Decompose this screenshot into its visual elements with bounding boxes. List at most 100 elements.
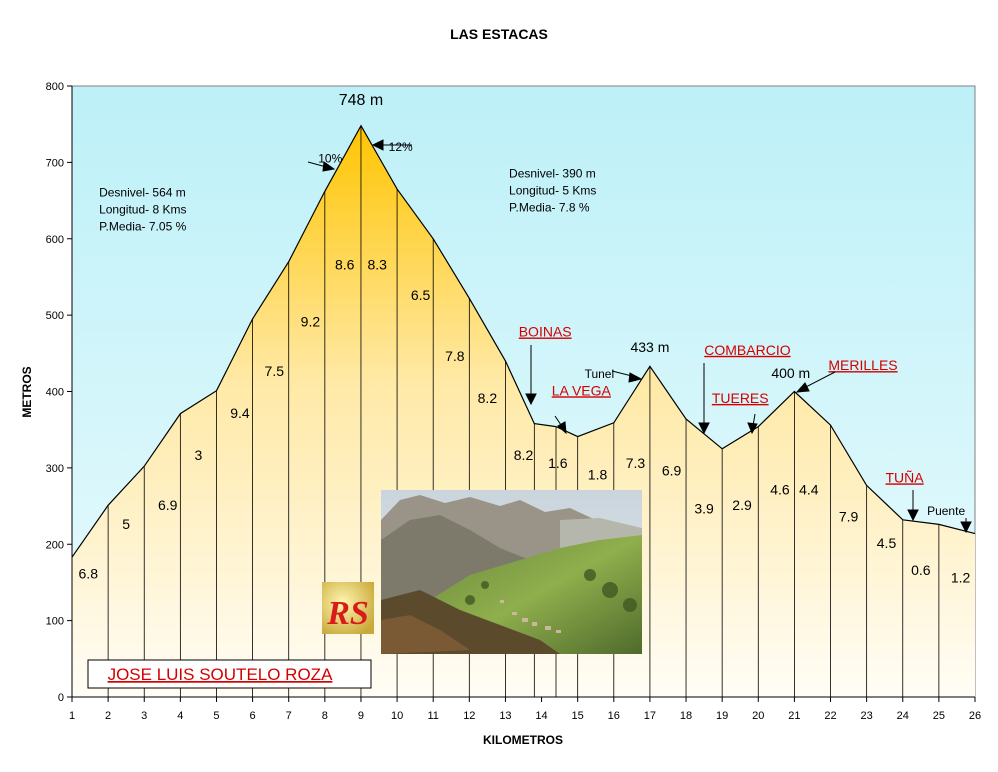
segment-gradient-label: 9.2 — [301, 314, 321, 330]
segment-gradient-label: 4.6 — [770, 482, 790, 498]
peak-label: 433 m — [630, 339, 669, 355]
place-label: MERILLES — [828, 357, 897, 373]
arrow-tuna — [907, 490, 919, 522]
segment-gradient-label: 9.4 — [230, 405, 250, 421]
logo-letters: RS — [326, 595, 369, 632]
chart-title: LAS ESTACAS — [450, 26, 548, 42]
arrow-combarcio — [698, 363, 710, 435]
x-tick-label: 4 — [177, 710, 183, 722]
grade-mark: 10% — [318, 151, 342, 165]
place-label: Tunel — [585, 367, 615, 381]
x-tick-label: 15 — [572, 710, 584, 722]
stats-line: Longitud- 5 Kms — [509, 184, 596, 198]
place-label: BOINAS — [519, 324, 572, 340]
segment-gradient-label: 1.2 — [951, 569, 971, 585]
x-axis: 1 2 3 4 5 6 7 8 9 10 11 12 13 14 15 16 17 18 19 20 21 22 23 24 2… — [69, 696, 981, 722]
segment-gradient-label: 8.2 — [514, 447, 534, 463]
x-tick-label: 25 — [933, 710, 945, 722]
segment-gradient-label: 4.4 — [799, 482, 819, 498]
y-tick-label: 200 — [46, 539, 64, 551]
x-tick-label: 26 — [969, 710, 981, 722]
segment-gradient-label: 5 — [122, 516, 130, 532]
elevation-area — [72, 125, 975, 697]
segment-gradient-label: 2.9 — [732, 497, 752, 513]
peak-label: 748 m — [339, 92, 383, 109]
x-tick-label: 16 — [608, 710, 620, 722]
author-name: JOSE LUIS SOUTELO ROZA — [108, 665, 333, 684]
arrow-tueres — [747, 413, 758, 435]
segment-gradient-label: 8.6 — [335, 256, 355, 272]
segment-gradient-label: 7.5 — [265, 363, 285, 379]
x-tick-label: 18 — [680, 710, 692, 722]
x-axis-label: KILOMETROS — [483, 733, 563, 747]
x-tick-label: 9 — [358, 710, 364, 722]
x-tick-label: 1 — [69, 710, 75, 722]
place-label: TUÑA — [886, 469, 925, 485]
stats-block: Desnivel- 564 m Longitud- 8 Kms P.Media- 7… — [99, 186, 186, 234]
x-tick-label: 7 — [286, 710, 292, 722]
y-axis: 0 100 200 300 400 500 600 700 800 — [46, 81, 73, 704]
grade-mark: 12% — [389, 140, 413, 154]
x-tick-label: 6 — [250, 710, 256, 722]
y-tick-label: 500 — [46, 310, 64, 322]
y-tick-label: 700 — [46, 157, 64, 169]
stats-line: P.Media- 7.05 % — [99, 220, 186, 234]
x-tick-label: 20 — [752, 710, 764, 722]
segment-gradient-label: 7.3 — [626, 455, 646, 471]
arrow-12pct — [371, 139, 412, 151]
x-tick-label: 12 — [463, 710, 475, 722]
peak-label: 400 m — [771, 365, 810, 381]
place-label: Puente — [927, 504, 965, 518]
x-tick-label: 22 — [824, 710, 836, 722]
x-tick-label: 17 — [644, 710, 656, 722]
elevation-line — [71, 124, 976, 558]
x-tick-label: 5 — [213, 710, 219, 722]
stats-block: Desnivel- 390 m Longitud- 5 Kms P.Media- 7… — [509, 167, 596, 215]
peak-labels: 748 m 433 m 400 m — [339, 92, 811, 381]
y-tick-label: 400 — [46, 387, 64, 399]
place-label: TUERES — [712, 390, 769, 406]
segment-gradient-label: 3.9 — [694, 501, 714, 517]
stats-line: Longitud- 8 Kms — [99, 203, 186, 217]
landscape-photo — [381, 490, 642, 654]
segment-gradient-label: 7.8 — [445, 348, 465, 364]
place-label: LA VEGA — [552, 382, 612, 398]
arrow-puente — [960, 518, 972, 534]
segment-gradient-label: 8.2 — [478, 390, 498, 406]
segment-gradient-label: 1.8 — [588, 466, 608, 482]
y-tick-label: 600 — [46, 234, 64, 246]
segment-gradient-label: 6.9 — [158, 497, 178, 513]
segment-gradient-labels: 6.8 5 6.9 3 9.4 7.5 9.2 8.6 8.3 6.5 7.8 8.2 8.2 1.6 1.… — [79, 256, 971, 585]
arrow-tunel — [611, 370, 643, 383]
x-tick-label: 2 — [105, 710, 111, 722]
segment-gradient-label: 6.5 — [411, 287, 431, 303]
x-tick-label: 24 — [897, 710, 909, 722]
place-label: COMBARCIO — [704, 342, 790, 358]
segment-gradient-label: 3 — [195, 447, 203, 463]
segment-gradient-label: 8.3 — [367, 256, 387, 272]
segment-gradient-label: 6.9 — [662, 463, 682, 479]
stats-line: P.Media- 7.8 % — [509, 201, 590, 215]
x-tick-label: 19 — [716, 710, 728, 722]
stats-line: Desnivel- 564 m — [99, 186, 186, 200]
arrow-10pct — [307, 161, 336, 172]
rs-logo: RS — [322, 582, 374, 634]
x-tick-label: 11 — [427, 710, 438, 722]
stats-line: Desnivel- 390 m — [509, 167, 596, 181]
x-tick-label: 8 — [322, 710, 328, 722]
y-tick-label: 300 — [46, 463, 64, 475]
stats-blocks: Desnivel- 564 m Longitud- 8 Kms P.Media- 7… — [99, 167, 596, 234]
x-tick-label: 10 — [391, 710, 403, 722]
x-tick-label: 13 — [499, 710, 511, 722]
y-tick-label: 100 — [46, 616, 64, 628]
arrow-la-vega — [554, 415, 567, 435]
arrow-boinas — [525, 345, 537, 406]
segment-gradient-label: 6.8 — [79, 566, 99, 582]
y-axis-label: METROS — [20, 366, 34, 417]
segment-gradient-label: 1.6 — [548, 455, 568, 471]
segment-gradient-label: 0.6 — [911, 562, 931, 578]
author-box: JOSE LUIS SOUTELO ROZA — [87, 659, 372, 689]
